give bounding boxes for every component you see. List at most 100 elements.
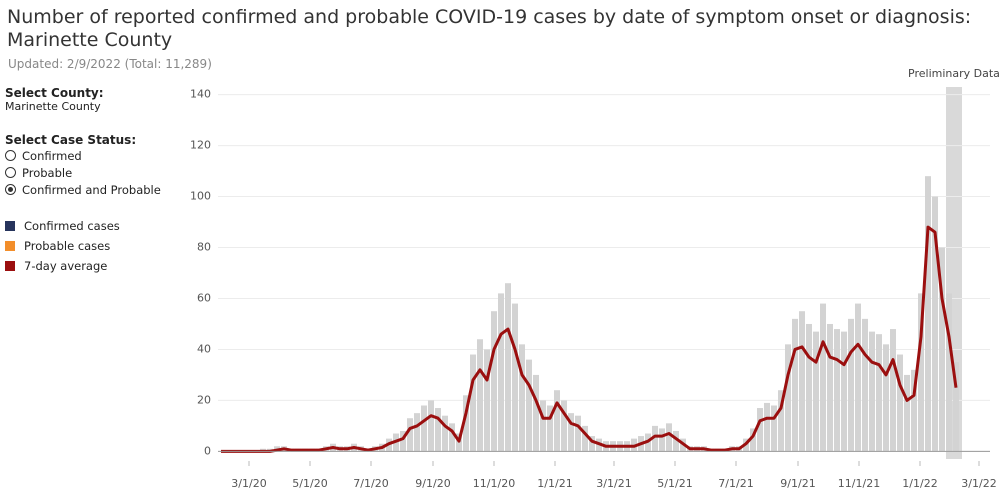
case-bar xyxy=(568,413,574,452)
case-bar xyxy=(575,415,581,452)
case-bar xyxy=(561,400,567,452)
case-bar xyxy=(897,354,903,452)
case-bar xyxy=(876,334,882,452)
x-tick-label: 9/1/21 xyxy=(780,477,815,490)
title: Number of reported confirmed and probabl… xyxy=(7,6,971,52)
case-bar xyxy=(834,329,840,452)
status-option[interactable]: Probable xyxy=(5,164,185,181)
case-bar xyxy=(428,400,434,452)
case-bar xyxy=(435,408,441,452)
case-bar xyxy=(757,408,763,452)
case-bar xyxy=(918,293,924,452)
case-bar xyxy=(925,176,931,452)
y-tick-label: 100 xyxy=(190,190,211,203)
legend-swatch xyxy=(5,261,15,271)
subtitle: Updated: 2/9/2022 (Total: 11,289) xyxy=(8,57,212,71)
y-tick-label: 60 xyxy=(197,291,211,304)
y-tick-label: 20 xyxy=(197,393,211,406)
option-label[interactable]: Confirmed xyxy=(22,148,82,163)
county-select[interactable]: Marinette County xyxy=(5,100,101,113)
case-bar xyxy=(498,293,504,452)
case-bar xyxy=(582,425,588,452)
case-bar xyxy=(449,423,455,452)
case-bar xyxy=(589,436,595,452)
case-bar xyxy=(855,303,861,452)
status-label: Select Case Status: xyxy=(5,133,137,147)
legend-label: Confirmed cases xyxy=(24,219,120,233)
case-bar xyxy=(659,428,665,452)
case-bar xyxy=(750,428,756,452)
legend-swatch xyxy=(5,241,15,251)
legend-item: Confirmed cases xyxy=(5,216,185,236)
status-options: Confirmed Probable Confirmed and Probable xyxy=(5,147,185,198)
case-bar xyxy=(869,331,875,452)
case-bar xyxy=(883,344,889,452)
case-bar xyxy=(904,374,910,452)
y-tick-label: 40 xyxy=(197,342,211,355)
x-tick-label: 9/1/20 xyxy=(415,477,450,490)
x-tick-label: 11/1/20 xyxy=(473,477,515,490)
option-label[interactable]: Confirmed and Probable xyxy=(22,182,161,197)
case-bar xyxy=(491,311,497,452)
case-bar xyxy=(554,390,560,452)
case-bar xyxy=(652,425,658,452)
case-bar xyxy=(785,344,791,452)
legend-swatch xyxy=(5,221,15,231)
legend-label: 7-day average xyxy=(24,259,108,273)
x-tick-label: 3/1/20 xyxy=(231,477,266,490)
case-bar xyxy=(848,318,854,452)
case-bar xyxy=(540,400,546,452)
case-bar xyxy=(484,349,490,452)
case-bar xyxy=(666,423,672,452)
case-bar xyxy=(890,329,896,452)
legend: Confirmed cases Probable cases 7-day avera… xyxy=(5,216,185,276)
legend-item: 7-day average xyxy=(5,256,185,276)
case-bar xyxy=(932,196,938,452)
case-bar xyxy=(505,283,511,452)
x-tick-label: 7/1/20 xyxy=(353,477,388,490)
preliminary-label: Preliminary Data xyxy=(908,67,1000,80)
case-bar xyxy=(477,339,483,452)
x-tick-label: 1/1/22 xyxy=(902,477,937,490)
radio-button[interactable] xyxy=(5,150,16,161)
case-bar xyxy=(939,247,945,452)
case-bar xyxy=(400,430,406,452)
x-tick-label: 7/1/21 xyxy=(718,477,753,490)
case-bar xyxy=(806,323,812,452)
case-bar xyxy=(414,413,420,452)
case-bar xyxy=(512,303,518,452)
case-bar xyxy=(673,430,679,452)
case-bar xyxy=(792,318,798,452)
case-bar xyxy=(911,369,917,452)
case-bar xyxy=(953,362,959,452)
case-bar xyxy=(827,323,833,452)
x-tick-label: 3/1/21 xyxy=(596,477,631,490)
case-bar xyxy=(519,344,525,452)
filter-panel: Select County: Marinette County Select C… xyxy=(5,86,185,276)
legend-item: Probable cases xyxy=(5,236,185,256)
legend-label: Probable cases xyxy=(24,239,111,253)
case-bar xyxy=(862,318,868,452)
case-bar xyxy=(547,405,553,452)
title-county: Marinette County xyxy=(7,29,173,51)
y-tick-label: 80 xyxy=(197,241,211,254)
case-bar xyxy=(820,303,826,452)
case-bar xyxy=(841,331,847,452)
x-tick-label: 1/1/21 xyxy=(537,477,572,490)
case-bar xyxy=(764,402,770,452)
status-option[interactable]: Confirmed and Probable xyxy=(5,181,185,198)
option-label[interactable]: Probable xyxy=(22,165,73,180)
x-tick-label: 11/1/21 xyxy=(838,477,880,490)
radio-button[interactable] xyxy=(5,167,16,178)
county-label: Select County: xyxy=(5,86,104,100)
average-line xyxy=(221,225,958,453)
radio-button[interactable] xyxy=(5,184,16,195)
case-bar xyxy=(421,405,427,452)
status-option[interactable]: Confirmed xyxy=(5,147,185,164)
case-bar xyxy=(470,354,476,452)
case-bar xyxy=(526,359,532,452)
x-tick-label: 3/1/22 xyxy=(961,477,996,490)
x-tick-label: 5/1/21 xyxy=(657,477,692,490)
y-tick-label: 140 xyxy=(190,88,211,101)
